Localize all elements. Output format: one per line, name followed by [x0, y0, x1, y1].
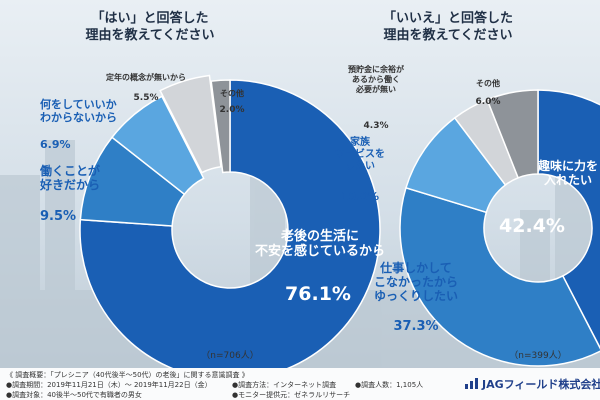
logo-mark-icon [465, 378, 478, 389]
chart1-slice-0-value: 42.4% [499, 215, 565, 237]
chart0-slice-4-label: その他 [220, 88, 244, 98]
chart1-slice-2-label: 家族サービスをしたい [335, 135, 385, 172]
chart1-slice-4 [486, 89, 539, 179]
survey-provider: ●モニター提供元：ゼネラルリサーチ [232, 391, 351, 399]
chart0-slice-1-value: 9.5% [40, 209, 76, 224]
chart1-slice-1-label: 仕事しかしてこなかったからゆっくりしたい [374, 260, 458, 303]
chart1-slice-3-value: 4.3% [364, 121, 389, 131]
chart0-slice-2-value: 6.9% [40, 138, 71, 151]
chart0-title: 「はい」と回答した理由を教えてください [86, 10, 215, 43]
company-name: JAGフィールド株式会社 [482, 378, 600, 391]
company-logo: JAGフィールド株式会社 [462, 374, 600, 394]
survey-count: ●調査人数：1,105人 [355, 381, 424, 389]
chart0-slice-4 [210, 79, 231, 174]
chart0-slice-3-value: 5.5% [134, 93, 159, 103]
chart0-slice-0 [79, 79, 381, 368]
survey-footer: 《 調査概要：「プレシニア（40代後半〜50代）の老後」に関する意識調査 》 ●… [0, 368, 600, 400]
chart1-slice-1-value: 37.3% [393, 319, 438, 334]
chart0-slice-3-label: 定年の概念が無いから [105, 72, 186, 82]
charts-area: 老後の生活に不安を感じているから 76.1% 働くことが好きだから 9.5% 何をしてい… [39, 10, 600, 368]
chart0-slice-3 [159, 74, 222, 174]
chart0-slice-1-label: 働くことが好きだから [39, 163, 100, 192]
chart1-slice-1 [399, 186, 600, 367]
chart0-slice-2 [111, 95, 205, 196]
chart0-slice-4-value: 2.0% [220, 105, 245, 115]
survey-period: ●調査期間：2019年11月21日（木）〜 2019年11月22日（金） [6, 381, 212, 389]
survey-title: 《 調査概要：「プレシニア（40代後半〜50代）の老後」に関する意識調査 》 [6, 371, 249, 379]
chart0-slice-2-label: 何をしていいかわからないから [40, 97, 117, 124]
chart1-slice-4-label: その他 [476, 78, 500, 88]
chart0-slice-0-value: 76.1% [285, 283, 351, 305]
chart1-title: 「いいえ」と回答した理由を教えてください [383, 10, 513, 43]
chart0-slice-0-label: 老後の生活に不安を感じているから [255, 228, 385, 259]
chart1-slice-2-value: 10.0% [341, 190, 379, 203]
chart-no-reasons: 趣味に力を入れたい 42.4% 仕事しかしてこなかったからゆっくりしたい 37.3% 家… [335, 64, 600, 367]
chart1-slice-4-value: 6.0% [476, 97, 501, 107]
survey-method: ●調査方法：インターネット調査 [232, 381, 337, 389]
chart-yes-reasons: 老後の生活に不安を感じているから 76.1% 働くことが好きだから 9.5% 何をしてい… [39, 72, 385, 368]
survey-target: ●調査対象：40後半〜50代で有職者の男女 [6, 391, 142, 399]
chart1-slice-0 [537, 89, 600, 350]
chart-no-sample-size: （n=399人） [509, 350, 566, 361]
chart-yes-sample-size: （n=706人） [201, 350, 258, 361]
chart1-slice-0-label: 趣味に力を入れたい [537, 158, 598, 187]
chart1-slice-3-label: 預貯金に余裕があるから働く必要が無い [348, 64, 405, 94]
